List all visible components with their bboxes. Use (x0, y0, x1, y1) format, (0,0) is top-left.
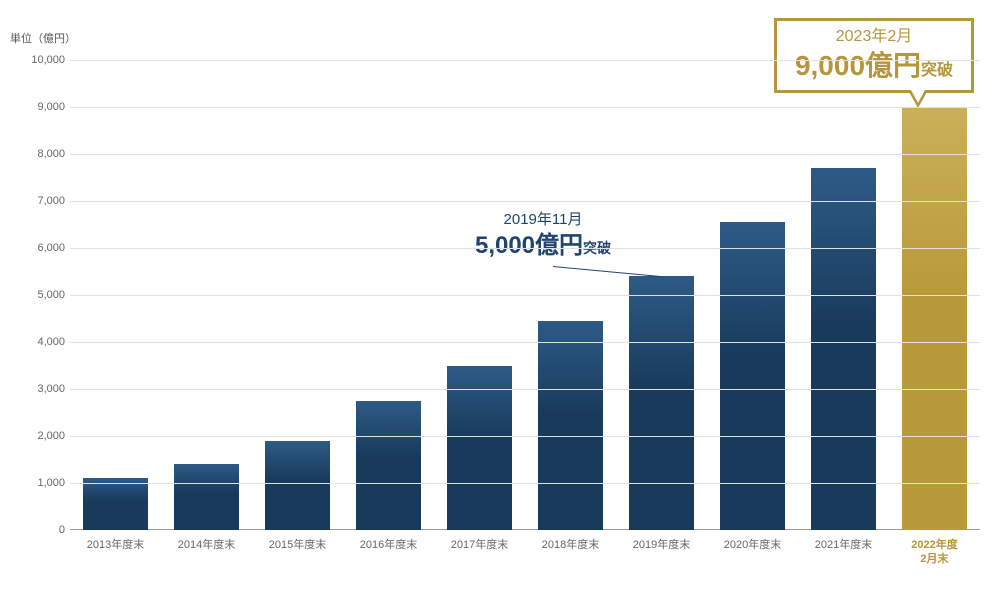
grid-line (70, 201, 980, 202)
bar (174, 464, 240, 530)
x-axis-label: 2013年度末 (87, 538, 144, 552)
bar (902, 107, 968, 530)
bar (83, 478, 149, 530)
callout-9000-date: 2023年2月 (783, 27, 965, 48)
y-tick: 3,000 (20, 383, 65, 395)
grid-line (70, 342, 980, 343)
x-axis-label: 2018年度末 (542, 538, 599, 552)
x-axis-label: 2016年度末 (360, 538, 417, 552)
grid-line (70, 436, 980, 437)
x-axis-label: 2021年度末 (815, 538, 872, 552)
callout-9000-amount: 9,000億円 (795, 50, 921, 81)
y-tick: 7,000 (20, 195, 65, 207)
y-tick: 1,000 (20, 477, 65, 489)
y-tick: 6,000 (20, 242, 65, 254)
x-axis-label: 2022年度2月末 (911, 538, 957, 567)
y-tick: 10,000 (20, 54, 65, 66)
y-tick: 2,000 (20, 430, 65, 442)
grid-line (70, 389, 980, 390)
grid-line (70, 295, 980, 296)
callout-9000-arrow-inner (911, 90, 925, 103)
callout-9000: 2023年2月 9,000億円突破 (774, 18, 974, 93)
x-axis-label: 2019年度末 (633, 538, 690, 552)
callout-5000-date: 2019年11月 (448, 210, 638, 230)
y-tick: 5,000 (20, 289, 65, 301)
bar (629, 276, 695, 530)
x-axis-label: 2020年度末 (724, 538, 781, 552)
grid-line (70, 60, 980, 61)
grid-line (70, 154, 980, 155)
y-tick: 8,000 (20, 148, 65, 160)
y-axis-unit: 単位（億円） (10, 30, 76, 46)
y-tick: 9,000 (20, 101, 65, 113)
x-axis-label: 2017年度末 (451, 538, 508, 552)
grid-line (70, 248, 980, 249)
callout-5000-amount: 5,000億円 (475, 232, 583, 259)
x-axis-label: 2015年度末 (269, 538, 326, 552)
bar (811, 168, 877, 530)
bar (538, 321, 604, 530)
x-axis-label: 2014年度末 (178, 538, 235, 552)
grid-line (70, 483, 980, 484)
bar (356, 401, 422, 530)
bar (447, 366, 513, 531)
y-tick: 0 (20, 524, 65, 536)
chart-container: 単位（億円） 2013年度末 2014年度末 2015年度末 2016年度末 2017年… (0, 0, 1000, 600)
bar (265, 441, 331, 530)
y-tick: 4,000 (20, 336, 65, 348)
callout-9000-suffix: 突破 (921, 62, 953, 79)
grid-line (70, 107, 980, 108)
callout-5000: 2019年11月 5,000億円突破 (448, 210, 638, 261)
